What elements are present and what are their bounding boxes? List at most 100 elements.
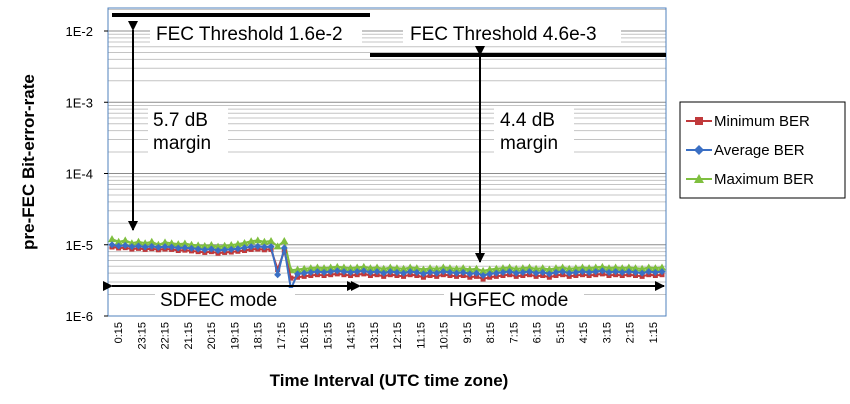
x-tick-label: 0:15: [113, 322, 125, 343]
data-point: [114, 237, 123, 245]
data-point: [551, 264, 560, 272]
hgfec-mode-label: HGFEC mode: [449, 290, 568, 311]
data-point: [393, 268, 401, 276]
x-tick-labels: 0:15 23:15 22:15 21:15 20:15 19:15 18:15 17:15 1…: [113, 322, 660, 350]
x-axis-title: Time Interval (UTC time zone): [270, 371, 509, 390]
x-tick-label: 19:15: [229, 322, 241, 350]
data-point: [419, 270, 427, 278]
data-point: [480, 276, 486, 282]
data-point: [260, 243, 268, 251]
data-point: [307, 268, 315, 276]
data-point: [187, 240, 196, 248]
data-point: [320, 268, 328, 276]
x-tick-label: 14:15: [346, 322, 358, 350]
data-point: [115, 242, 123, 250]
data-point: [545, 265, 554, 273]
data-point: [459, 268, 467, 276]
data-point: [413, 268, 421, 276]
data-point: [386, 268, 394, 276]
data-point: [326, 263, 335, 271]
data-point: [559, 268, 567, 276]
data-point: [134, 237, 143, 245]
data-point: [565, 264, 574, 272]
x-tick-label: 16:15: [299, 322, 311, 350]
data-point: [485, 265, 494, 273]
sdfec-mode-label-bg: [155, 288, 295, 310]
data-point: [644, 263, 653, 271]
data-point: [254, 242, 262, 250]
data-point: [227, 241, 236, 249]
data-point: [267, 243, 275, 251]
data-point: [518, 264, 527, 272]
data-point: [466, 270, 474, 278]
x-tick-label: 8:15: [485, 322, 497, 343]
threshold-2-label: FEC Threshold 4.6e-3: [410, 24, 597, 45]
data-point: [180, 239, 189, 247]
data-point: [585, 268, 593, 276]
data-point: [432, 264, 441, 272]
data-point: [359, 262, 368, 270]
data-point: [147, 237, 156, 245]
data-point: [373, 268, 381, 276]
data-point: [506, 268, 514, 276]
data-point: [558, 263, 567, 271]
data-point: [578, 263, 587, 271]
data-point: [512, 269, 520, 277]
data-point: [347, 268, 355, 276]
data-point: [168, 243, 176, 251]
data-point: [273, 242, 282, 250]
legend-marker: [694, 174, 704, 183]
data-point: [154, 243, 162, 251]
data-point: [380, 269, 388, 277]
data-point: [611, 263, 620, 271]
data-point: [148, 242, 156, 250]
data-point: [294, 270, 302, 278]
data-point: [320, 264, 329, 272]
data-point: [658, 263, 666, 271]
data-point: [512, 264, 521, 272]
data-point: [174, 240, 183, 248]
data-point: [174, 244, 182, 252]
x-tick-label: 20:15: [206, 322, 218, 350]
data-point: [181, 244, 189, 252]
margin-1-value: 5.7 dB: [153, 110, 208, 131]
margin-2-value: 4.4 dB: [500, 110, 555, 131]
data-point: [585, 264, 594, 272]
data-point: [220, 241, 229, 249]
data-point: [519, 268, 527, 276]
data-point: [446, 268, 454, 276]
data-point: [658, 268, 666, 276]
series-lines: [108, 235, 666, 293]
x-tick-label: 3:15: [601, 322, 613, 343]
threshold-2-label-bg: [403, 20, 621, 46]
x-tick-label: 7:15: [508, 322, 520, 343]
data-point: [591, 263, 600, 271]
data-point: [108, 235, 116, 243]
data-point: [108, 241, 116, 249]
data-point: [300, 269, 308, 277]
data-point: [333, 262, 342, 270]
plot-area-frame: [107, 7, 667, 317]
data-point: [486, 270, 494, 278]
data-point: [565, 269, 573, 277]
margin-2-label: margin: [500, 133, 558, 154]
data-point: [453, 269, 461, 277]
sdfec-mode-label: SDFEC mode: [160, 290, 277, 311]
y-tick-label: 1E-5: [66, 238, 93, 253]
data-point: [247, 243, 255, 251]
legend-entries: Minimum BER Average BER Maximum BER: [686, 113, 814, 188]
data-point: [207, 245, 215, 253]
data-point: [545, 270, 553, 278]
data-point: [598, 262, 607, 270]
data-point: [327, 268, 335, 276]
data-point: [392, 264, 401, 272]
data-point: [439, 263, 448, 271]
data-point: [539, 268, 547, 276]
data-point: [412, 264, 421, 272]
data-point: [426, 268, 434, 276]
x-tick-label: 9:15: [462, 322, 474, 343]
data-point: [373, 263, 382, 271]
data-point: [624, 263, 633, 271]
data-point: [253, 236, 262, 244]
x-tick-label: 10:15: [439, 322, 451, 350]
